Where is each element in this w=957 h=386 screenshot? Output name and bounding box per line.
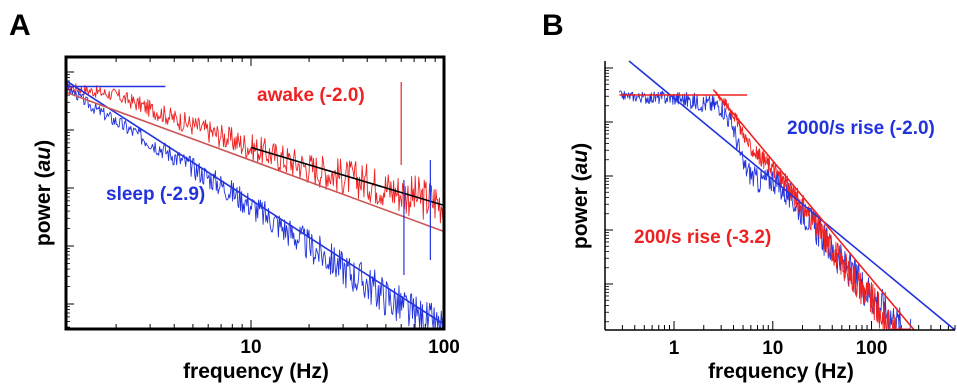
- panel-a-xlabel: frequency (Hz): [183, 360, 329, 383]
- x-tick-label: 10: [762, 338, 783, 359]
- panel-b-xlabel: frequency (Hz): [708, 360, 854, 383]
- fit-line: [712, 89, 915, 331]
- panel-b-letter: B: [542, 9, 564, 42]
- panel-a: A power (au) frequency (Hz) 10 100 awake …: [9, 9, 460, 383]
- fit-line: [65, 80, 445, 325]
- series-line: [65, 82, 445, 225]
- annotation-awake: awake (-2.0): [257, 85, 365, 106]
- fit-line: [65, 91, 445, 233]
- annotation-sleep: sleep (-2.9): [106, 184, 205, 205]
- annotation-200-rise: 200/s rise (-3.2): [634, 227, 771, 248]
- fit-line: [250, 146, 445, 207]
- x-tick-label: 100: [428, 337, 460, 358]
- panel-a-ylabel: power (au): [32, 140, 55, 246]
- x-tick-label: 100: [856, 338, 888, 359]
- panel-a-letter: A: [9, 9, 31, 42]
- panel-a-frame: [64, 55, 446, 331]
- x-tick-label: 1: [669, 338, 680, 359]
- panel-b: B power (au) frequency (Hz) 1 10 100 2000/…: [542, 9, 956, 383]
- panel-b-ylabel: power (au): [569, 143, 592, 249]
- x-tick-label: 10: [240, 337, 261, 358]
- annotation-2000-rise: 2000/s rise (-2.0): [787, 118, 935, 139]
- fit-line: [628, 60, 956, 331]
- series-line: [65, 82, 445, 329]
